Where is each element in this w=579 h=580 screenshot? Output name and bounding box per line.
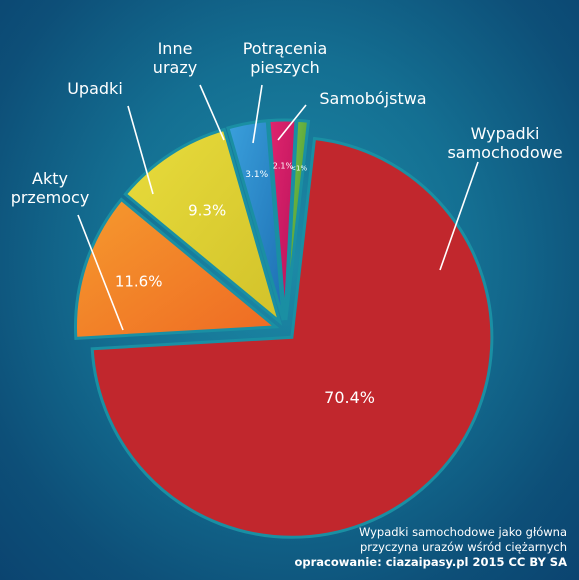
leader-line-1 (77, 214, 124, 331)
category-label-line: Samobójstwa (319, 89, 427, 108)
category-label-4: Potrącenia pieszych (230, 39, 340, 78)
pie-slice-1 (73, 197, 280, 340)
chart-footer: Wypadki samochodowe jako główna przyczyn… (294, 525, 567, 570)
category-label-2: Upadki (40, 79, 150, 99)
credit-prefix: opracowanie: (294, 555, 382, 570)
category-label-5: Samobójstwa (308, 89, 438, 109)
category-label-line: Akty (32, 169, 68, 188)
slice-value-label-5: <1% (290, 165, 307, 173)
footer-credit: opracowanie: ciazaipasy.pl 2015 CC BY SA (294, 555, 567, 570)
slice-value-label-0: 70.4% (324, 388, 375, 407)
pie-slice-3 (226, 119, 285, 321)
category-label-line: Potrącenia (242, 39, 328, 58)
category-label-line: samochodowe (447, 142, 563, 162)
category-label-3: Inne urazy (135, 39, 215, 78)
pie-slice-0 (90, 136, 494, 539)
category-label-line: Upadki (67, 79, 123, 98)
slice-value-label-3: 3.1% (245, 170, 268, 180)
footer-line-2: przyczyna urazów wśród ciężarnych (360, 540, 567, 555)
leader-line-5 (277, 104, 307, 141)
leader-line-4 (252, 84, 263, 144)
category-label-line: pieszych (250, 57, 320, 77)
leader-line-3 (199, 84, 225, 141)
pie-slice-2 (123, 127, 283, 326)
slice-value-label-4: 2.1% (273, 162, 294, 171)
category-label-line: urazy (152, 57, 198, 77)
slice-value-label-1: 11.6% (115, 273, 163, 291)
leader-line-0 (439, 161, 479, 271)
pie-slice-5 (284, 118, 311, 321)
leader-line-2 (127, 105, 154, 195)
category-label-0: Wypadki samochodowe (430, 124, 579, 163)
category-label-line: przemocy (10, 187, 90, 207)
category-label-line: Wypadki (470, 124, 540, 143)
footer-line-1: Wypadki samochodowe jako główna (358, 525, 567, 540)
category-label-1: Akty przemocy (0, 169, 110, 208)
category-label-line: Inne (157, 39, 193, 58)
slice-value-label-2: 9.3% (188, 202, 226, 220)
credit-site: ciazaipasy.pl 2015 CC BY SA (385, 555, 567, 570)
